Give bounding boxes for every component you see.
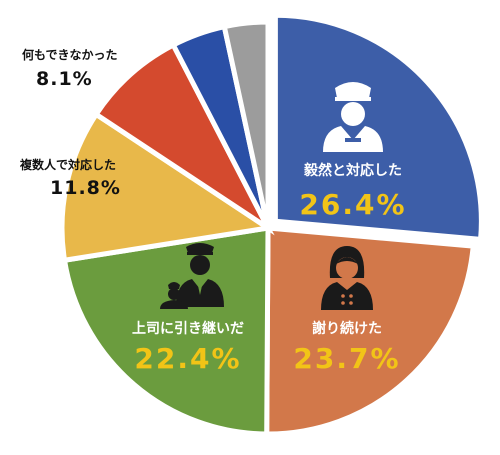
supervisor-and-staff-icon	[160, 243, 224, 309]
slice-label-name-resolute: 毅然と対応した	[303, 162, 402, 179]
slice-label-value-escalated: 22.4%	[134, 342, 241, 375]
pie-slice-resolute	[272, 12, 484, 243]
pie-slice-other-gray	[221, 19, 271, 229]
pie-slice-apologized	[264, 225, 476, 437]
woman-staff-icon	[321, 246, 373, 310]
slice-icons	[160, 82, 383, 310]
slice-label-value-apologized: 23.7%	[293, 342, 400, 375]
pie-slice-escalated	[61, 225, 271, 437]
slice-label-name-escalated: 上司に引き継いだ	[132, 320, 244, 337]
slice-label-name-multiple: 複数人で対応した	[19, 157, 116, 172]
slice-labels: 毅然と対応した 26.4% 謝り続けた 23.7% 上司に引き継いだ 22.4%…	[19, 47, 406, 375]
slice-label-value-multiple: 11.8%	[50, 177, 121, 199]
pie-slice-multiple	[59, 110, 275, 264]
slice-label-name-nothing: 何もできなかった	[22, 47, 118, 62]
security-guard-icon	[323, 82, 383, 152]
pie-slices	[59, 12, 484, 437]
slice-label-name-apologized: 謝り続けた	[312, 320, 382, 337]
slice-label-value-resolute: 26.4%	[299, 188, 406, 221]
slice-label-value-nothing: 8.1%	[36, 68, 93, 90]
